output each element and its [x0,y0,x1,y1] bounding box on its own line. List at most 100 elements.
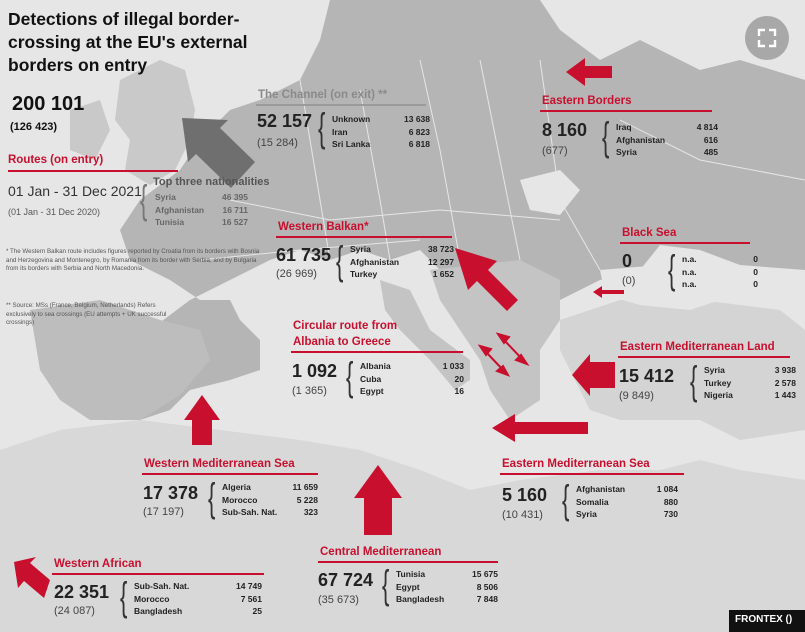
channel-nat-name: Sri Lanka [332,139,371,149]
eastern-med-sea-nat-list: Afghanistan Somalia Syria [576,483,625,521]
western-african-brace: { [120,575,128,619]
black-sea-nat-list: n.a. n.a. n.a. [682,253,697,291]
western-balkan-nat-name: Turkey [350,269,378,279]
western-balkan-nat-name: Afghanistan [350,256,400,267]
circular-rule [291,351,463,353]
circular-nat-value: 20 [454,373,464,384]
eastern-borders-nat-list: Iraq Afghanistan Syria [616,121,665,159]
expand-button[interactable] [745,16,789,60]
western-balkan-prev: (26 969) [276,268,317,280]
land-italy [380,280,470,390]
expand-icon [757,28,777,48]
page-title: Detections of illegal border-crossing at… [8,9,248,75]
routes-rule [8,170,178,172]
circular-nat-values: 1 033 20 16 [414,360,464,398]
black-sea-nat-name: n.a. [682,266,697,277]
western-med-arrow [184,395,220,445]
eastern-med-land-nat-list: Syria Turkey Nigeria [704,364,733,402]
eastern-med-land-nat-value: 1 443 [774,390,796,400]
land-british-isles [115,60,195,185]
western-balkan-arrow [455,248,518,311]
total-detections-prev: (126 423) [10,121,58,133]
channel-total: 52 157 [257,111,313,131]
central-med-rule [318,561,498,563]
routes-nat-values: 46 395 16 711 16 527 [200,191,248,229]
western-med-nat-value: 11 659 [292,482,318,492]
western-african-rule [52,573,264,575]
central-med-nat-value: 15 675 [472,569,498,579]
black-sea-nat-values: 0 0 0 [738,253,758,291]
land-iberia [30,300,210,420]
eastern-borders-nat-value: 616 [703,134,718,145]
western-balkan-label: Western Balkan* [278,221,369,233]
western-balkan-nat-value: 12 297 [428,256,454,267]
central-med-total: 67 724 [318,570,374,590]
routes-label: Routes (on entry) [8,154,104,166]
black-sea-nat-name: n.a. [682,254,697,264]
black-sea-nat-value: 0 [753,266,758,277]
black-sea-prev: (0) [622,275,636,287]
western-african-nat-value: 7 561 [240,593,262,604]
eastern-borders-nat-name: Iraq [616,122,632,132]
black-sea-total: 0 [622,251,633,271]
routes-brace: { [140,178,148,222]
black-sea-nat-name: n.a. [682,279,697,289]
eastern-med-sea-arrow [492,414,588,442]
channel-nat-values: 13 638 6 823 6 818 [380,113,430,151]
channel-source-footnote: ** Source: MSs (France, Belgium, Netherl… [6,302,167,327]
routes-nat-value: 46 395 [222,192,248,202]
western-balkan-footnote: * The Western Balkan route includes figu… [6,248,260,273]
eastern-med-sea-nat-name: Somalia [576,496,609,507]
eastern-borders-rule [540,110,712,112]
eastern-borders-label: Eastern Borders [542,95,632,107]
eastern-med-sea-nat-name: Syria [576,509,597,519]
black-sea [600,265,720,310]
western-balkan-rule [276,236,452,238]
circular-nat-name: Egypt [360,386,384,396]
western-african-label: Western African [54,558,142,570]
central-med-prev: (35 673) [318,594,359,606]
channel-prev: (15 284) [257,137,298,149]
western-balkan-nat-values: 38 723 12 297 1 652 [404,243,454,281]
routes-nat-name: Syria [155,192,176,202]
central-med-brace: { [382,563,390,607]
eastern-borders-prev: (677) [542,145,568,157]
central-med-nat-list: Tunisia Egypt Bangladesh [396,568,444,606]
western-med-nat-name: Morocco [222,494,258,505]
circular-label-line2: Albania to Greece [293,336,391,348]
western-med-nat-value: 323 [303,507,318,517]
central-med-nat-name: Egypt [396,581,420,592]
land-ireland [70,100,110,160]
western-african-nat-value: 25 [252,606,262,616]
channel-nat-name: Unknown [332,114,371,124]
circular-label-line1: Circular route from [293,320,398,332]
central-med-nat-values: 15 675 8 506 7 848 [450,568,498,606]
central-med-arrow [354,465,402,535]
western-med-nat-name: Algeria [222,482,251,492]
circular-nat-name: Albania [360,361,391,371]
channel-label: The Channel (on exit) ** [258,89,388,101]
eastern-borders-nat-name: Afghanistan [616,134,666,145]
eastern-med-land-brace: { [690,359,698,403]
eastern-borders-brace: { [602,115,610,159]
channel-brace: { [318,106,326,150]
eastern-med-sea-nat-value: 730 [663,509,678,519]
routes-nat-name: Tunisia [155,217,185,227]
circular-brace: { [346,355,354,399]
routes-nat-list: Syria Afghanistan Tunisia [155,191,233,229]
circular-nat-list: Albania Cuba Egypt [360,360,391,398]
black-sea-brace: { [668,248,676,292]
central-med-nat-value: 8 506 [476,581,498,592]
eastern-med-sea-brace: { [562,478,570,522]
eastern-med-sea-nat-name: Afghanistan [576,484,626,494]
channel-rule [256,104,426,106]
eastern-borders-nat-values: 4 814 616 485 [670,121,718,159]
total-detections: 200 101 [12,93,85,115]
routes-nationalities-header: Top three nationalities [153,176,270,188]
eastern-med-land-prev: (9 849) [619,390,654,402]
eastern-med-land-nat-value: 2 578 [774,377,796,388]
black-sea-rule [620,242,750,244]
black-sea-label: Black Sea [622,227,677,239]
western-med-nat-name: Sub-Sah. Nat. [222,507,278,517]
circular-prev: (1 365) [292,385,327,397]
